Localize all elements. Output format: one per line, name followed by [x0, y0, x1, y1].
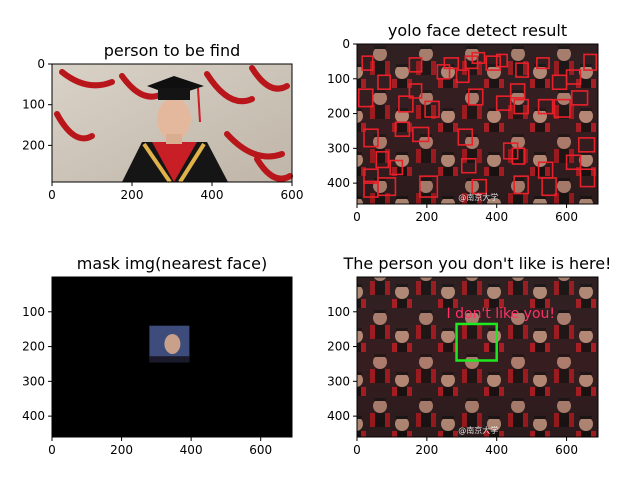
panel-mask-image: mask img(nearest face) 0 200 400 600 100 200 30…: [22, 254, 293, 457]
target-face-box: [455, 322, 498, 362]
face-detect-box: [398, 95, 414, 113]
panel-title: yolo face detect result: [388, 21, 567, 40]
face-detect-box: [536, 57, 550, 70]
axes-frame: [356, 276, 599, 438]
face-detect-box: [513, 175, 529, 195]
y-tick-label: 300: [327, 374, 350, 388]
y-tick-label: 200: [22, 340, 45, 354]
face-detect-box: [375, 151, 390, 169]
y-tick-label: 400: [327, 409, 350, 423]
face-detect-box: [457, 128, 474, 146]
face-detect-box: [377, 74, 391, 91]
face-detect-box: [363, 168, 379, 184]
y-tick-label: 100: [22, 98, 45, 112]
axes-frame: [51, 276, 293, 438]
x-tick-label: 400: [201, 188, 224, 202]
x-tick-label: 600: [555, 443, 578, 457]
face-detect-box: [412, 126, 430, 143]
x-tick-label: 600: [249, 443, 272, 457]
y-tick-label: 300: [327, 141, 350, 155]
x-tick-label: 200: [415, 443, 438, 457]
face-detect-box: [471, 178, 488, 195]
x-tick-label: 0: [353, 210, 361, 224]
face-detect-box: [509, 83, 526, 99]
panel-title: mask img(nearest face): [77, 254, 267, 273]
face-detect-box: [389, 159, 404, 176]
face-detect-box: [460, 157, 477, 174]
watermark-text: @南京大学: [458, 192, 498, 202]
axes-frame: [356, 43, 599, 205]
x-tick-label: 400: [485, 443, 508, 457]
face-detect-box: [394, 121, 411, 137]
panel-title: person to be find: [104, 41, 241, 60]
face-detect-box: [495, 53, 508, 68]
panel-image: [357, 44, 598, 204]
face-detect-box: [377, 177, 397, 197]
annotation-text: I don't like you!: [447, 306, 555, 322]
axes-frame: [51, 63, 293, 183]
face-detect-box: [361, 55, 374, 71]
face-detect-box: [485, 55, 502, 71]
face-detect-box: [419, 175, 439, 198]
x-tick-label: 600: [555, 210, 578, 224]
face-detect-box: [515, 62, 529, 78]
face-detect-box: [511, 147, 526, 165]
face-detect-box: [541, 177, 557, 197]
y-tick-label: 0: [37, 57, 45, 71]
nearest-face-patch: [149, 325, 190, 363]
x-tick-label: 200: [415, 210, 438, 224]
y-tick-label: 100: [327, 305, 350, 319]
face-detect-box: [464, 55, 479, 70]
watermark-text: @南京大学: [458, 425, 498, 435]
face-detect-box: [502, 142, 519, 160]
panel-person-to-find: person to be find 0 200 400 600 0 100 200: [22, 41, 303, 202]
face-detect-box: [565, 154, 582, 171]
face-detect-box: [357, 88, 374, 108]
face-detect-box: [471, 51, 486, 64]
face-detect-box: [455, 69, 470, 84]
face-detect-box: [583, 53, 598, 71]
y-tick-label: 200: [22, 138, 45, 152]
panel-result: The person you don't like is here! I don'…: [327, 254, 611, 457]
face-detect-box: [424, 100, 440, 118]
x-tick-label: 0: [48, 188, 56, 202]
y-tick-label: 100: [22, 305, 45, 319]
x-tick-label: 600: [281, 188, 304, 202]
face-detect-box: [579, 168, 596, 188]
x-tick-label: 200: [110, 443, 133, 457]
face-detect-box: [565, 69, 582, 85]
face-detect-box: [363, 128, 379, 148]
face-detect-box: [408, 57, 423, 73]
x-tick-label: 200: [121, 188, 144, 202]
face-detect-box: [495, 95, 512, 111]
face-detect-box: [443, 57, 460, 70]
x-tick-label: 0: [48, 443, 56, 457]
face-detect-box: [537, 98, 554, 115]
face-detect-box: [553, 98, 571, 118]
panel-yolo-detect: yolo face detect result @南京大学 0 200 400 600 0 1…: [327, 21, 599, 224]
y-tick-label: 100: [327, 72, 350, 86]
face-detect-box: [577, 137, 596, 153]
y-tick-label: 400: [22, 409, 45, 423]
x-tick-label: 0: [353, 443, 361, 457]
face-detect-box: [408, 83, 423, 99]
y-tick-label: 200: [327, 107, 350, 121]
y-tick-label: 0: [342, 37, 350, 51]
y-tick-label: 200: [327, 340, 350, 354]
face-detect-box: [467, 88, 484, 106]
panel-title: The person you don't like is here!: [343, 254, 612, 273]
y-tick-label: 400: [327, 176, 350, 190]
x-tick-label: 400: [180, 443, 203, 457]
panel-image: [357, 277, 598, 437]
face-detect-box: [436, 64, 451, 80]
face-detect-box: [513, 98, 529, 115]
y-tick-label: 300: [22, 374, 45, 388]
x-tick-label: 400: [485, 210, 508, 224]
panel-image: [52, 64, 293, 184]
face-detect-box: [571, 90, 589, 106]
